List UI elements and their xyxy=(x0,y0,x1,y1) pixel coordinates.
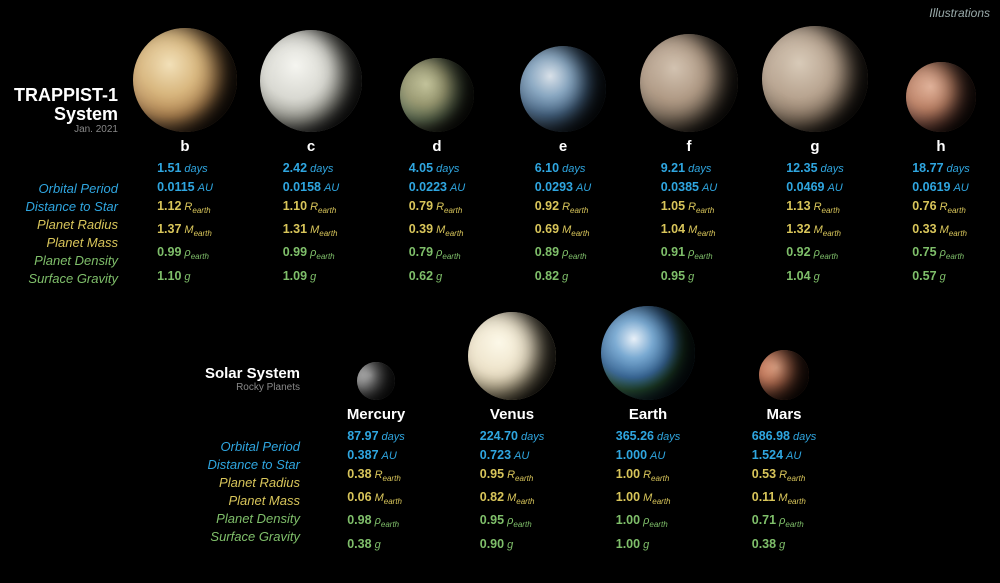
planet-h-name: h xyxy=(936,138,945,155)
planet-image-wrap xyxy=(759,326,809,406)
planet-Mars-image xyxy=(759,350,809,400)
planet-image-wrap xyxy=(357,326,395,406)
label-gravity: Surface Gravity xyxy=(0,270,118,288)
solar-subtitle: Rocky Planets xyxy=(0,382,300,393)
label-density: Planet Density xyxy=(0,252,118,270)
planet-f-stats: 9.21days 0.0385AU 1.05Rearth 1.04Mearth … xyxy=(661,159,718,286)
solar-planets-grid: Mercury 87.97days 0.387AU 0.38Rearth 0.0… xyxy=(308,326,852,554)
planet-image-wrap xyxy=(601,326,695,406)
planet-Mars-stats: 686.98days 1.524AU 0.53Rearth 0.11Mearth… xyxy=(752,427,816,554)
planet-d-name: d xyxy=(432,138,441,155)
planet-image-wrap xyxy=(400,18,474,138)
planet-g-image xyxy=(762,26,868,132)
trappist-title-block: TRAPPIST-1 System Jan. 2021 xyxy=(0,86,118,135)
planet-image-wrap xyxy=(520,18,606,138)
planet-col-Mars: Mars 686.98days 1.524AU 0.53Rearth 0.11M… xyxy=(716,326,852,554)
planet-d-stats: 4.05days 0.0223AU 0.79Rearth 0.39Mearth … xyxy=(409,159,466,286)
planet-image-wrap xyxy=(468,326,556,406)
planet-col-d: d 4.05days 0.0223AU 0.79Rearth 0.39Meart… xyxy=(374,18,500,286)
planet-Earth-stats: 365.26days 1.000AU 1.00Rearth 1.00Mearth… xyxy=(616,427,680,554)
planet-h-image xyxy=(906,62,976,132)
planet-col-f: f 9.21days 0.0385AU 1.05Rearth 1.04Meart… xyxy=(626,18,752,286)
planet-Mars-name: Mars xyxy=(766,406,801,423)
planet-Venus-name: Venus xyxy=(490,406,534,423)
planet-Mercury-image xyxy=(357,362,395,400)
planet-g-name: g xyxy=(810,138,819,155)
label-radius: Planet Radius xyxy=(0,474,300,492)
planet-col-b: b 1.51days 0.0115AU 1.12Rearth 1.37Meart… xyxy=(122,18,248,286)
planet-col-Mercury: Mercury 87.97days 0.387AU 0.38Rearth 0.0… xyxy=(308,326,444,554)
label-period: Orbital Period xyxy=(0,438,300,456)
trappist-subtitle: Jan. 2021 xyxy=(0,124,118,135)
trappist-row-labels: Orbital Period Distance to Star Planet R… xyxy=(0,180,118,288)
planet-Earth-image xyxy=(601,306,695,400)
planet-image-wrap xyxy=(762,18,868,138)
solar-row-labels: Orbital Period Distance to Star Planet R… xyxy=(0,438,300,546)
trappist-planets-grid: b 1.51days 0.0115AU 1.12Rearth 1.37Meart… xyxy=(122,18,1000,286)
planet-image-wrap xyxy=(133,18,237,138)
planet-h-stats: 18.77days 0.0619AU 0.76Rearth 0.33Mearth… xyxy=(912,159,970,286)
label-radius: Planet Radius xyxy=(0,216,118,234)
planet-g-stats: 12.35days 0.0469AU 1.13Rearth 1.32Mearth… xyxy=(786,159,844,286)
planet-b-stats: 1.51days 0.0115AU 1.12Rearth 1.37Mearth … xyxy=(157,159,213,286)
label-dist: Distance to Star xyxy=(0,198,118,216)
planet-image-wrap xyxy=(260,18,362,138)
planet-c-stats: 2.42days 0.0158AU 1.10Rearth 1.31Mearth … xyxy=(283,159,340,286)
label-mass: Planet Mass xyxy=(0,492,300,510)
planet-Mercury-name: Mercury xyxy=(347,406,405,423)
planet-c-name: c xyxy=(307,138,315,155)
planet-e-stats: 6.10days 0.0293AU 0.92Rearth 0.69Mearth … xyxy=(535,159,592,286)
planet-col-c: c 2.42days 0.0158AU 1.10Rearth 1.31Meart… xyxy=(248,18,374,286)
solar-title: Solar System xyxy=(0,366,300,382)
planet-b-name: b xyxy=(180,138,189,155)
planet-col-g: g 12.35days 0.0469AU 1.13Rearth 1.32Mear… xyxy=(752,18,878,286)
planet-f-image xyxy=(640,34,738,132)
planet-col-e: e 6.10days 0.0293AU 0.92Rearth 0.69Meart… xyxy=(500,18,626,286)
planet-col-Venus: Venus 224.70days 0.723AU 0.95Rearth 0.82… xyxy=(444,326,580,554)
planet-image-wrap xyxy=(906,18,976,138)
label-dist: Distance to Star xyxy=(0,456,300,474)
planet-Venus-stats: 224.70days 0.723AU 0.95Rearth 0.82Mearth… xyxy=(480,427,544,554)
planet-Mercury-stats: 87.97days 0.387AU 0.38Rearth 0.06Mearth … xyxy=(347,427,405,554)
planet-c-image xyxy=(260,30,362,132)
planet-b-image xyxy=(133,28,237,132)
label-period: Orbital Period xyxy=(0,180,118,198)
planet-image-wrap xyxy=(640,18,738,138)
trappist-title-2: System xyxy=(0,105,118,124)
planet-col-h: h 18.77days 0.0619AU 0.76Rearth 0.33Mear… xyxy=(878,18,1000,286)
solar-title-block: Solar System Rocky Planets xyxy=(0,366,300,393)
planet-e-image xyxy=(520,46,606,132)
trappist-title-1: TRAPPIST-1 xyxy=(0,86,118,105)
label-density: Planet Density xyxy=(0,510,300,528)
planet-e-name: e xyxy=(559,138,567,155)
planet-d-image xyxy=(400,58,474,132)
planet-Venus-image xyxy=(468,312,556,400)
planet-col-Earth: Earth 365.26days 1.000AU 1.00Rearth 1.00… xyxy=(580,326,716,554)
planet-f-name: f xyxy=(687,138,692,155)
label-mass: Planet Mass xyxy=(0,234,118,252)
label-gravity: Surface Gravity xyxy=(0,528,300,546)
planet-Earth-name: Earth xyxy=(629,406,667,423)
